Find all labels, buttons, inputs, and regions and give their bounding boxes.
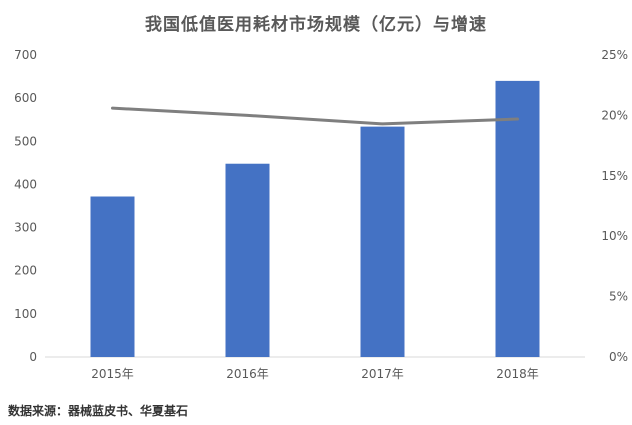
y2-tick-label: 5%	[609, 290, 628, 304]
y-tick-label: 700	[14, 48, 37, 62]
right-axis: 0% 5% 10% 15% 20% 25%	[601, 48, 628, 364]
x-tick-label: 2015年	[91, 367, 134, 381]
left-axis: 0 100 200 300 400 500 600 700	[14, 48, 37, 364]
x-axis: 2015年 2016年 2017年 2018年	[45, 356, 585, 381]
source-note: 数据来源：器械蓝皮书、华夏基石	[8, 404, 189, 418]
y2-tick-label: 25%	[601, 48, 628, 62]
x-tick-label: 2017年	[361, 367, 404, 381]
y-tick-label: 400	[14, 177, 37, 191]
growth-line	[111, 106, 519, 126]
bar	[495, 80, 540, 357]
bar	[90, 196, 135, 357]
chart-title: 我国低值医用耗材市场规模（亿元）与增速	[145, 15, 487, 35]
bar-series	[90, 80, 540, 357]
y2-tick-label: 0%	[609, 350, 628, 364]
y2-tick-label: 15%	[601, 169, 628, 183]
y2-tick-label: 20%	[601, 108, 628, 122]
y2-tick-label: 10%	[601, 229, 628, 243]
y-tick-label: 600	[14, 91, 37, 105]
y-tick-label: 500	[14, 134, 37, 148]
growth-line-series	[111, 106, 519, 126]
y-tick-label: 300	[14, 221, 37, 235]
bar	[225, 163, 270, 357]
x-tick-label: 2018年	[496, 367, 539, 381]
y-tick-label: 100	[14, 307, 37, 321]
x-tick-label: 2016年	[226, 367, 269, 381]
y-tick-label: 0	[29, 350, 37, 364]
y-tick-label: 200	[14, 264, 37, 278]
bar	[360, 126, 405, 357]
